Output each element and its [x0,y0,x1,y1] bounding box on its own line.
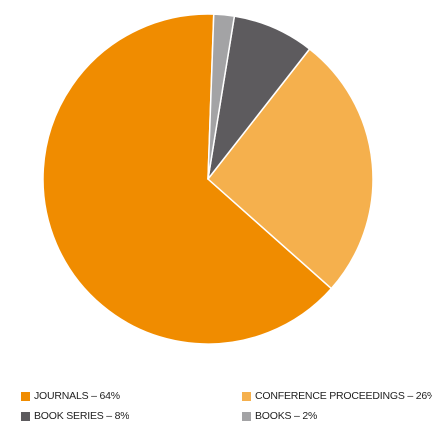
pie-slice-conference-proceedings [207,48,374,290]
pie-slice-books [207,13,236,180]
pie-slice-journals [42,13,333,345]
pie-slices [42,13,374,345]
